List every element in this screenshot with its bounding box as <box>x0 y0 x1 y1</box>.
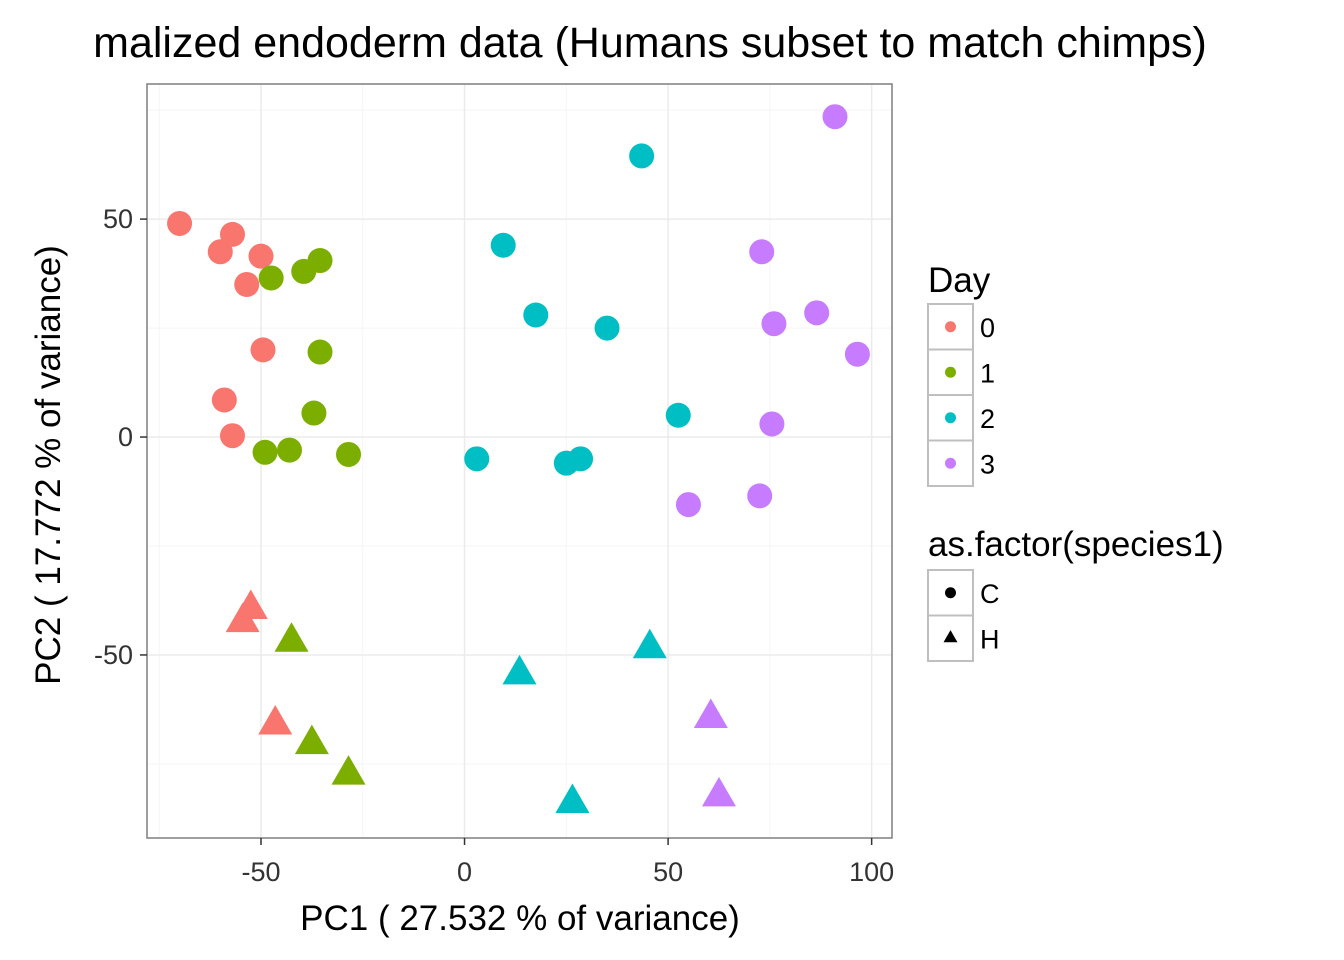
legend-key <box>927 614 974 662</box>
x-tick-label: 0 <box>457 857 472 887</box>
data-point-triangle <box>555 783 590 813</box>
data-point-circle <box>276 437 302 463</box>
data-point-circle <box>248 243 274 269</box>
chart-title: malized endoderm data (Humans subset to … <box>93 19 1207 67</box>
data-point-circle <box>747 483 773 509</box>
legend-circle-symbol <box>945 412 956 424</box>
data-point-circle <box>804 300 830 326</box>
data-point-circle <box>252 439 278 465</box>
legend-circle-symbol <box>945 366 956 378</box>
data-point-circle <box>336 441 362 467</box>
data-point-circle <box>665 402 691 428</box>
legend-label: 1 <box>980 358 995 388</box>
data-point-triangle <box>331 755 366 785</box>
data-point-triangle <box>258 705 293 735</box>
x-tick-label: 50 <box>653 857 683 887</box>
legend-label: 2 <box>980 404 995 434</box>
data-point-triangle <box>502 654 537 685</box>
legend-circle-symbol <box>945 321 956 333</box>
data-point-circle <box>250 337 276 363</box>
data-point-circle <box>844 341 870 367</box>
data-point-circle <box>675 492 701 518</box>
data-point-triangle <box>701 776 736 807</box>
data-point-circle <box>594 315 620 341</box>
data-point-circle <box>822 104 848 130</box>
data-point-circle <box>211 387 237 413</box>
plot-panel <box>146 83 893 839</box>
data-point-circle <box>207 239 233 265</box>
data-point-circle <box>307 248 333 274</box>
data-point-triangle <box>693 698 728 728</box>
legend-label: 3 <box>980 449 995 479</box>
x-axis-title: PC1 ( 27.532 % of variance) <box>300 899 740 938</box>
data-point-circle <box>234 271 260 297</box>
data-point-triangle <box>225 602 260 633</box>
y-tick-label: 0 <box>118 422 133 452</box>
data-point-circle <box>219 423 245 449</box>
data-point-triangle <box>632 628 667 659</box>
data-point-circle <box>629 143 655 169</box>
legend-circle-symbol <box>945 457 956 469</box>
legend-triangle-symbol <box>943 630 958 643</box>
data-point-circle <box>307 339 333 365</box>
data-point-circle <box>568 446 594 472</box>
legend-label: 0 <box>980 313 995 343</box>
legend-species: as.factor(species1) CH <box>927 525 1224 662</box>
legend-species-title: as.factor(species1) <box>928 525 1224 564</box>
legend-day: Day 0 1 2 3 <box>927 261 995 487</box>
data-point-circle <box>759 411 785 437</box>
y-tick-label: -50 <box>94 640 133 670</box>
data-point-circle <box>490 232 516 258</box>
data-point-circle <box>167 210 193 236</box>
legend-circle-symbol <box>945 587 956 599</box>
legend-day-title: Day <box>928 261 991 300</box>
y-tick-label: 50 <box>103 204 133 234</box>
data-point-circle <box>464 446 490 472</box>
data-point-circle <box>258 265 284 291</box>
x-tick-label: -50 <box>241 857 280 887</box>
data-point-circle <box>523 302 549 328</box>
data-point-triangle <box>274 622 309 652</box>
legend-label: H <box>980 624 1000 654</box>
data-point-triangle <box>294 724 329 755</box>
legend-label: C <box>980 579 1000 609</box>
data-point-circle <box>761 311 787 337</box>
panel-border <box>146 83 893 839</box>
y-axis-title: PC2 ( 17.772 % of variance) <box>29 245 68 685</box>
data-point-circle <box>749 239 775 265</box>
x-tick-label: 100 <box>849 857 894 887</box>
data-point-circle <box>301 400 327 426</box>
data-point-circle <box>219 221 245 247</box>
